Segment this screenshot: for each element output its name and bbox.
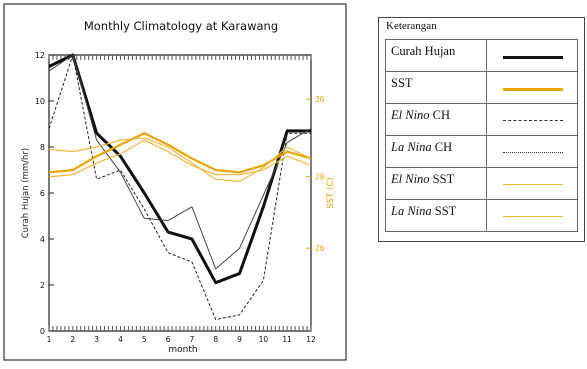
legend-label: La Nina CH: [384, 135, 488, 168]
legend-swatch-cell: [486, 103, 578, 136]
x-tick-label: 2: [70, 335, 75, 344]
series-line-curah-hujan: [48, 53, 311, 285]
x-tick-label: 7: [190, 335, 195, 344]
legend-row: El Nino CH: [384, 103, 578, 136]
legend-heading: Keterangan: [386, 20, 437, 32]
legend-label: Curah Hujan: [384, 39, 488, 72]
legend-label: El Nino CH: [384, 103, 488, 136]
legend-label-rest: SST: [429, 172, 455, 186]
x-axis-label: month: [168, 345, 197, 355]
y-axis-label-right: SST (C): [326, 177, 336, 208]
legend-swatch: [503, 119, 563, 121]
y-tick-label: 0: [40, 327, 45, 336]
legend-label-rest: CH: [431, 140, 453, 154]
legend-swatch: [503, 215, 563, 217]
left-axis-ticks: 0 2 4 6 8 10 12: [35, 51, 54, 336]
y-tick-label: 4: [40, 235, 45, 244]
series-line-la-nina-sst: [48, 139, 312, 178]
legend-label: La Nina SST: [384, 199, 488, 232]
right-tick-label: 28: [315, 172, 325, 181]
series-line-la-nina-ch: [48, 54, 312, 270]
x-tick-label: 12: [306, 335, 316, 344]
legend-label-rest: SST: [431, 204, 457, 218]
x-tick-label: 11: [282, 335, 292, 344]
x-tick-label: 6: [166, 335, 171, 344]
x-tick-label: 9: [237, 335, 242, 344]
y-tick-label: 10: [35, 97, 45, 106]
legend-row: Curah Hujan: [384, 39, 578, 72]
top-tick-band: [48, 55, 312, 60]
legend-label-italic: El Nino: [391, 108, 430, 122]
legend-swatch-cell: [486, 135, 578, 168]
x-tick-label: 1: [47, 335, 52, 344]
legend-label-italic: La Nina: [391, 204, 432, 218]
bottom-tick-band: [48, 326, 312, 331]
legend-label: SST: [384, 71, 488, 104]
legend-swatch: [503, 87, 563, 91]
legend-label-rest: CH: [429, 108, 451, 122]
legend-swatch: [503, 183, 563, 185]
y-axis-label-left: Curah Hujan (mm/hr): [21, 148, 31, 239]
legend-label-italic: La Nina: [391, 140, 432, 154]
y-tick-label: 12: [35, 51, 45, 60]
x-tick-label: 5: [142, 335, 147, 344]
legend-swatch: [503, 55, 563, 59]
legend-row: La Nina SST: [384, 199, 578, 232]
x-axis-ticks: 1 2 3 4 5 6 7 8 9 10 11 12: [47, 335, 316, 344]
legend-swatch-cell: [486, 167, 578, 200]
y-tick-label: 2: [40, 281, 45, 290]
legend-row: La Nina CH: [384, 135, 578, 168]
series-line-sst: [48, 132, 312, 174]
x-tick-label: 10: [259, 335, 269, 344]
right-tick-label: 26: [315, 244, 325, 253]
y-tick-label: 6: [40, 189, 45, 198]
x-tick-label: 4: [118, 335, 123, 344]
y-tick-label: 8: [40, 143, 45, 152]
series-layer: [48, 53, 312, 320]
legend-swatch-cell: [486, 199, 578, 232]
legend-table: Curah Hujan SST El Nino CH La Nina CH El Nin…: [384, 39, 578, 232]
legend-panel: Keterangan Curah Hujan SST El Nino CH La Ni…: [378, 17, 585, 242]
series-line-el-nino-sst: [48, 137, 312, 183]
right-axis-ticks: 26 28 30: [306, 95, 325, 253]
legend-row: SST: [384, 71, 578, 104]
legend-swatch-cell: [486, 71, 578, 104]
legend-row: El Nino SST: [384, 167, 578, 200]
legend-label-italic: El Nino: [391, 172, 430, 186]
right-tick-label: 30: [315, 95, 325, 104]
legend-swatch-cell: [486, 39, 578, 72]
x-tick-label: 8: [213, 335, 218, 344]
legend-label: El Nino SST: [384, 167, 488, 200]
x-tick-label: 3: [94, 335, 99, 344]
climatology-chart: Monthly Climatology at Karawang 0 2 4 6 8 10 1…: [3, 3, 347, 361]
legend-swatch: [503, 151, 563, 153]
chart-svg: Monthly Climatology at Karawang 0 2 4 6 8 10 1…: [3, 3, 347, 361]
chart-title: Monthly Climatology at Karawang: [84, 19, 278, 33]
